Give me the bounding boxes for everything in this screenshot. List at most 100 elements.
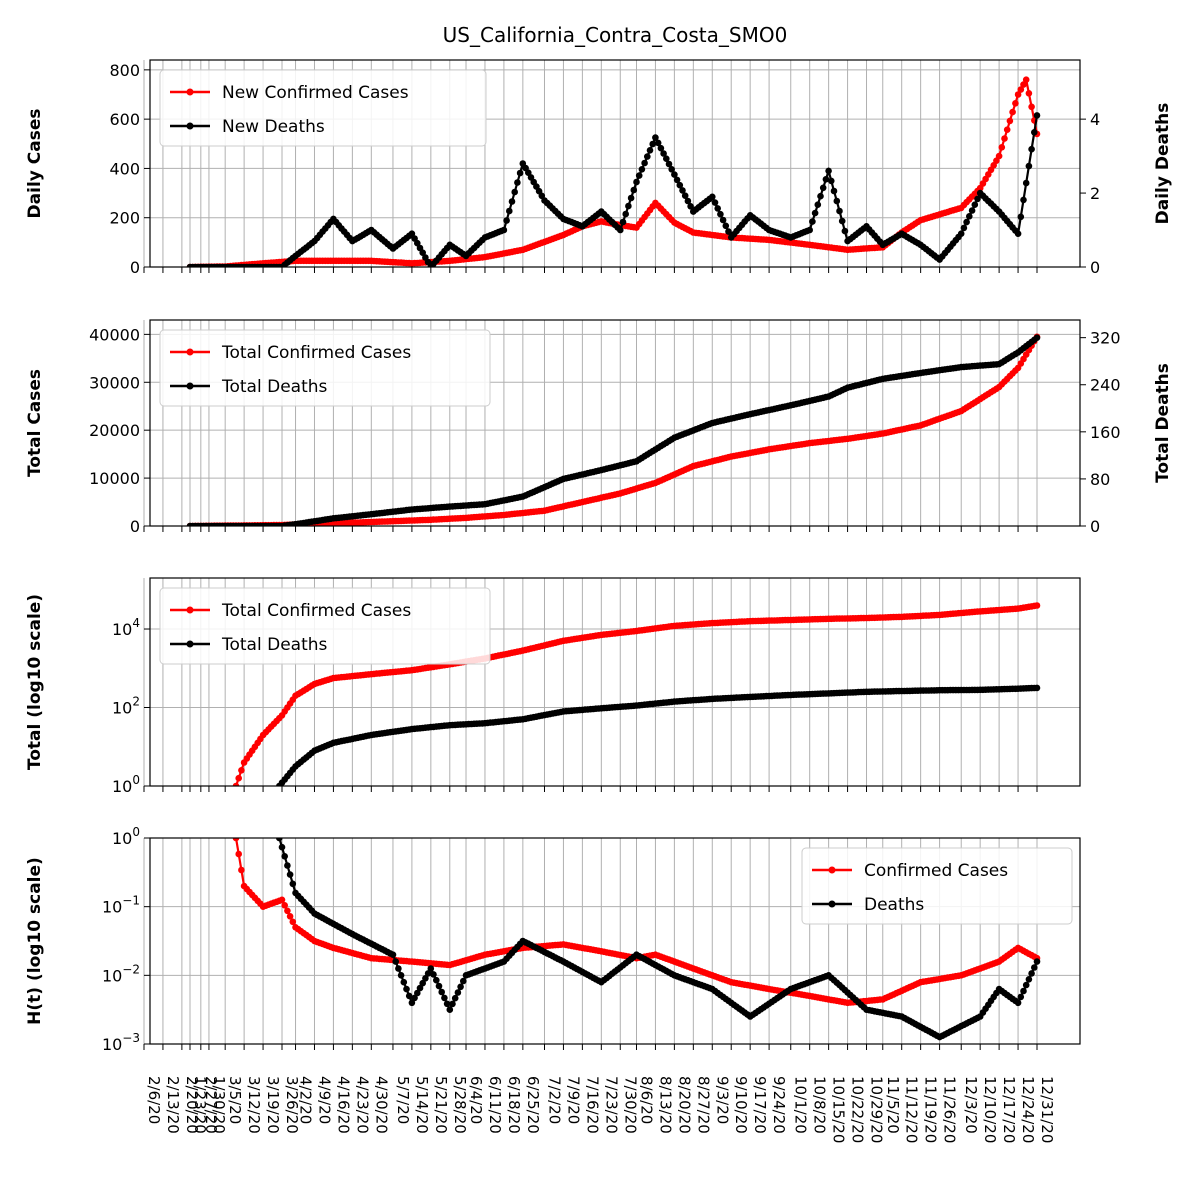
x-tick-label: 8/13/20 [656, 1076, 674, 1134]
data-point [1017, 86, 1025, 93]
data-point [687, 203, 694, 210]
y-right-tick-label: 320 [1090, 329, 1121, 348]
data-point [1025, 162, 1033, 170]
data-point [278, 843, 286, 851]
data-point [806, 226, 813, 234]
legend-marker [186, 640, 194, 648]
data-point [817, 192, 824, 200]
data-point [681, 192, 689, 199]
y-tick-label: 10−1 [102, 894, 140, 917]
legend-label: Total Deaths [221, 377, 328, 397]
data-point [235, 850, 242, 858]
data-point [1033, 334, 1041, 342]
data-point [833, 197, 841, 205]
x-tick-label: 9/3/20 [713, 1076, 731, 1124]
data-point [676, 181, 684, 189]
data-point [830, 187, 838, 195]
data-point [405, 992, 413, 1000]
data-point [433, 976, 440, 984]
data-point [500, 226, 508, 234]
data-point [430, 971, 437, 978]
x-tick-label: 5/7/20 [394, 1076, 412, 1124]
data-point [617, 226, 624, 234]
y-tick-label: 0 [130, 517, 140, 536]
y-right-tick-label: 160 [1090, 423, 1121, 442]
legend-label: Total Deaths [221, 635, 328, 655]
legend-marker [186, 122, 194, 130]
axes-frame [149, 837, 1081, 1045]
x-tick-label: 6/4/20 [467, 1076, 485, 1124]
data-point [1017, 213, 1025, 221]
data-point [660, 150, 667, 157]
legend-label: New Confirmed Cases [222, 83, 409, 103]
x-tick-label: 4/30/20 [372, 1076, 390, 1134]
data-point [424, 258, 432, 266]
x-tick-label: 3/5/20 [226, 1076, 244, 1124]
legend-box [159, 329, 491, 407]
axes-frame [149, 59, 1081, 268]
x-tick-label: 6/18/20 [505, 1076, 523, 1134]
data-point [673, 176, 681, 184]
data-point [232, 782, 240, 786]
y-axis-label: H(t) (log10 scale) [25, 857, 45, 1025]
data-point [1028, 103, 1035, 111]
series-total-confirmed-cases [232, 602, 1041, 786]
x-tick-label: 1/30/20 [210, 1076, 228, 1134]
data-point [1025, 976, 1033, 983]
x-tick-label: 3/26/20 [283, 1076, 301, 1134]
data-point [460, 977, 467, 985]
data-point [232, 838, 240, 842]
y-axis-label: Daily Cases [25, 109, 45, 219]
legend-box [159, 69, 487, 147]
series-deaths [276, 838, 1041, 1041]
data-point [1033, 958, 1041, 965]
data-point [1001, 135, 1008, 142]
x-tick-label: 10/22/20 [849, 1076, 867, 1143]
data-point [646, 147, 654, 154]
x-tick-label: 9/17/20 [751, 1076, 769, 1134]
data-point [1014, 91, 1022, 98]
legend-box [801, 847, 1073, 925]
data-point [276, 838, 283, 842]
data-point [719, 216, 727, 224]
data-point [838, 217, 846, 225]
data-point [1012, 100, 1019, 107]
y-tick-label: 102 [112, 695, 140, 718]
x-tick-label: 11/5/20 [884, 1076, 902, 1134]
data-point [289, 918, 297, 926]
data-point [281, 902, 289, 909]
data-point [284, 907, 291, 915]
legend-marker [828, 866, 836, 874]
data-point [435, 982, 443, 990]
data-point [809, 218, 816, 225]
y-tick-label: 104 [112, 616, 140, 639]
data-point [668, 166, 675, 173]
data-point [438, 988, 446, 996]
data-point [966, 213, 973, 220]
data-point [630, 186, 638, 194]
chart-title: US_California_Contra_Costa_SMO0 [443, 23, 788, 47]
y-tick-label: 20000 [89, 421, 140, 440]
x-tick-label: 2/27/20 [202, 1076, 220, 1134]
x-tick-label: 7/16/20 [583, 1076, 601, 1134]
data-point [819, 184, 827, 192]
data-point [811, 209, 819, 217]
data-point [619, 218, 627, 226]
x-tick-label: 3/19/20 [264, 1076, 282, 1134]
y-tick-label: 200 [109, 209, 140, 228]
y-right-tick-label: 0 [1090, 258, 1100, 277]
data-point [503, 217, 510, 224]
x-tick-label: 4/2/20 [297, 1076, 315, 1124]
series-new-deaths [186, 112, 1041, 267]
data-point [679, 187, 686, 194]
data-point [1017, 993, 1025, 1001]
x-tick-label: 2/13/20 [164, 1076, 182, 1134]
data-point [424, 970, 432, 977]
legend-label: Total Confirmed Cases [221, 601, 411, 621]
x-tick-label: 8/27/20 [694, 1076, 712, 1134]
x-tick-label: 12/17/20 [1000, 1076, 1018, 1143]
data-point [671, 171, 678, 178]
x-tick-label: 4/23/20 [353, 1076, 371, 1134]
x-tick-label: 3/12/20 [245, 1076, 263, 1134]
data-point [284, 862, 291, 869]
